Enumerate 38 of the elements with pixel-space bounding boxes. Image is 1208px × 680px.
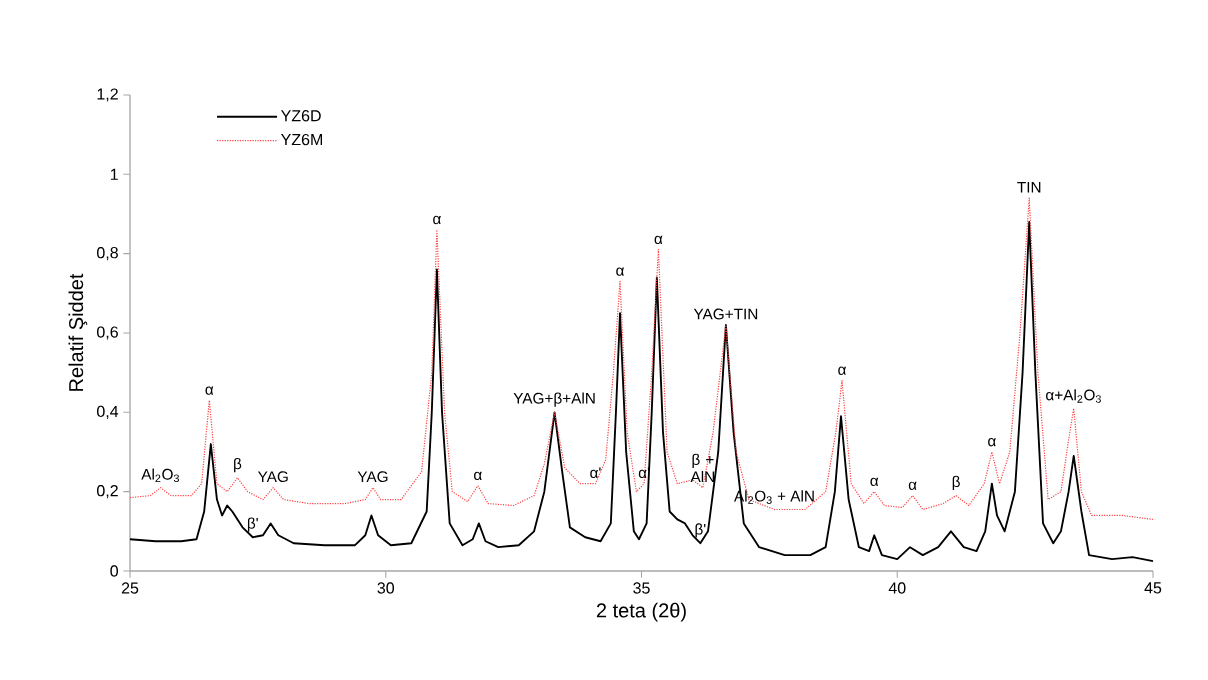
annotation: α xyxy=(616,267,625,276)
x-tick-label: 45 xyxy=(1144,582,1162,594)
y-tick-label: 0,8 xyxy=(97,247,118,261)
annotation: β xyxy=(234,457,242,473)
annotation: TIN xyxy=(1017,181,1041,193)
annotation: YAG xyxy=(257,471,288,483)
annotation: YAG+β+AlN xyxy=(513,392,595,407)
x-tick-label: 40 xyxy=(888,582,906,594)
legend-label: YZ6D xyxy=(281,110,321,122)
annotation: Al$_{2}$O$_{3}$ xyxy=(141,468,179,483)
x-axis-title: 2 teta (2θ) xyxy=(596,602,686,622)
y-tick-label: 0,6 xyxy=(97,326,118,340)
annotation: α xyxy=(908,481,917,491)
annotation: α xyxy=(205,386,214,395)
annotation: YAG+TIN xyxy=(693,308,758,320)
y-axis-title: Relatif Şiddet xyxy=(68,273,88,391)
annotation: β xyxy=(952,475,960,491)
annotation: β + AlN xyxy=(690,453,714,483)
legend-label: YZ6M xyxy=(281,133,322,146)
y-tick-label: 1 xyxy=(110,168,118,180)
x-tick-label: 35 xyxy=(633,582,650,594)
annotation: α xyxy=(870,477,879,487)
annotation: α' xyxy=(590,467,601,479)
annotation: α xyxy=(838,366,847,375)
y-tick-label: 0,4 xyxy=(97,405,119,419)
annotation: α xyxy=(433,215,441,225)
annotation: α xyxy=(654,235,663,245)
annotation: α xyxy=(474,471,482,481)
annotation: YAG xyxy=(357,471,388,483)
y-tick-label: 1,2 xyxy=(97,88,118,102)
x-tick-label: 25 xyxy=(121,582,139,594)
annotation: α+Al$_{2}$O$_{3}$ xyxy=(1046,389,1101,403)
y-tick-label: 0 xyxy=(110,565,119,577)
y-tick-label: 0,2 xyxy=(97,485,118,499)
annotation: α xyxy=(988,438,996,447)
annotation: β' xyxy=(695,523,706,538)
annotation: β' xyxy=(247,517,258,532)
x-tick-label: 30 xyxy=(377,582,395,594)
